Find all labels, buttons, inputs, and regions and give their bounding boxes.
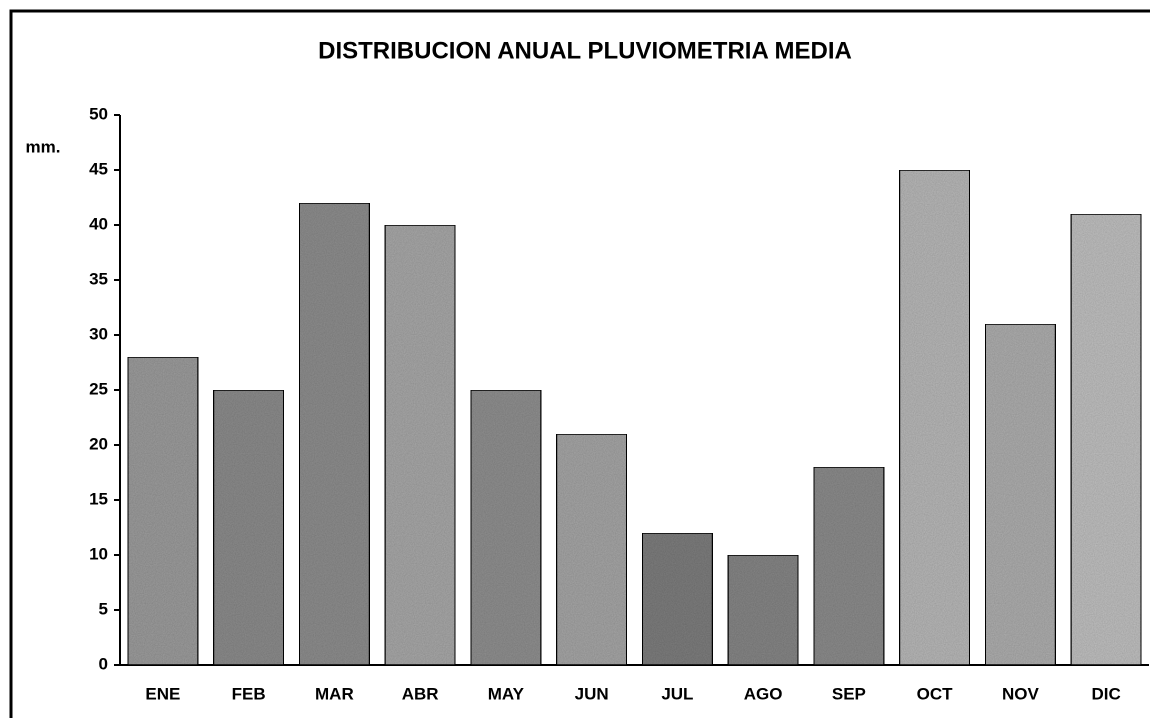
y-tick-label: 30 bbox=[89, 324, 108, 343]
x-tick-label: ABR bbox=[402, 684, 439, 703]
x-tick-label: JUN bbox=[575, 684, 609, 703]
y-tick-label: 15 bbox=[89, 489, 108, 508]
y-tick-label: 20 bbox=[89, 434, 108, 453]
y-tick-label: 5 bbox=[99, 599, 108, 618]
y-tick-label: 25 bbox=[89, 379, 108, 398]
x-tick-label: SEP bbox=[832, 684, 866, 703]
chart-title: DISTRIBUCION ANUAL PLUVIOMETRIA MEDIA bbox=[318, 37, 852, 64]
bar bbox=[641, 532, 714, 666]
bar bbox=[212, 389, 285, 666]
bar bbox=[384, 224, 457, 666]
y-tick-label: 35 bbox=[89, 269, 108, 288]
x-tick-label: OCT bbox=[917, 684, 954, 703]
x-tick-label: AGO bbox=[744, 684, 783, 703]
y-tick-label: 50 bbox=[89, 104, 108, 123]
x-tick-label: MAR bbox=[315, 684, 354, 703]
bar bbox=[984, 323, 1057, 666]
x-tick-label: ENE bbox=[145, 684, 180, 703]
x-tick-label: DIC bbox=[1091, 684, 1120, 703]
bar bbox=[1070, 213, 1143, 666]
bar bbox=[898, 169, 971, 666]
bar bbox=[812, 466, 885, 666]
y-axis-label: mm. bbox=[26, 137, 61, 156]
frame bbox=[9, 9, 1150, 718]
y-tick-label: 45 bbox=[89, 159, 108, 178]
bar bbox=[555, 433, 628, 666]
bar bbox=[469, 389, 542, 666]
bar bbox=[126, 356, 199, 666]
y-tick-label: 10 bbox=[89, 544, 108, 563]
bar bbox=[727, 554, 800, 666]
x-tick-label: NOV bbox=[1002, 684, 1040, 703]
x-tick-label: MAY bbox=[488, 684, 525, 703]
x-tick-label: FEB bbox=[232, 684, 266, 703]
bar bbox=[298, 202, 371, 666]
x-tick-label: JUL bbox=[661, 684, 693, 703]
y-tick-label: 0 bbox=[99, 654, 108, 673]
y-tick-label: 40 bbox=[89, 214, 108, 233]
